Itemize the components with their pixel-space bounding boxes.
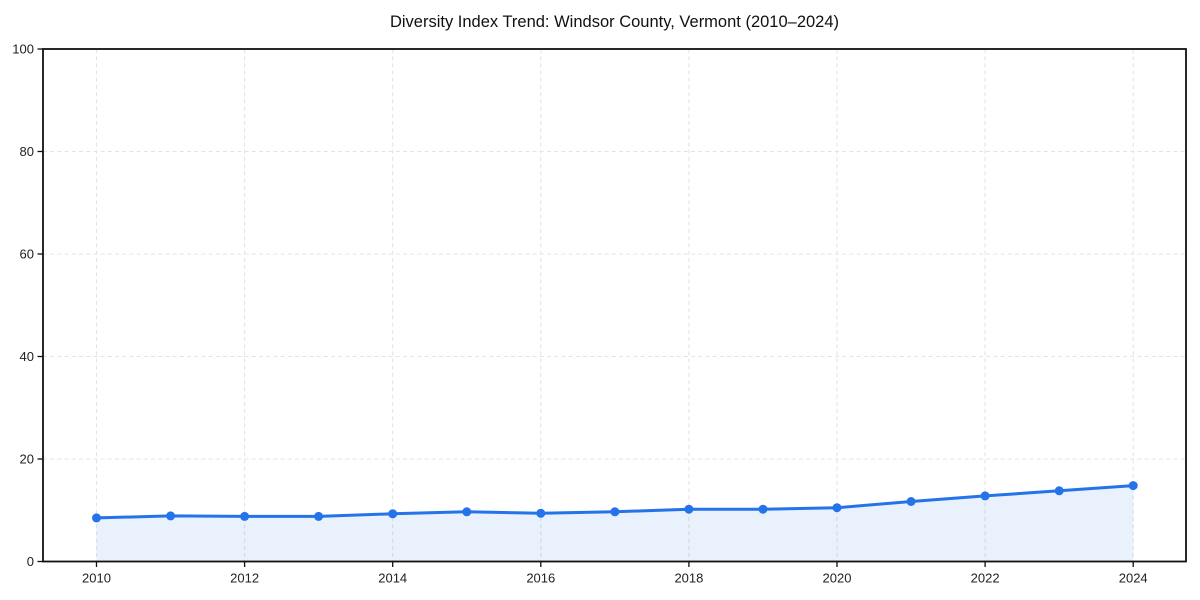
data-point-2014 [388,509,398,519]
data-point-2011 [166,511,176,521]
x-tick-label: 2018 [674,571,703,586]
grid-layer [43,48,1186,563]
plot-border [42,48,1187,563]
x-tick-label: 2020 [823,571,852,586]
x-tick-label: 2010 [82,571,111,586]
data-point-2015 [462,507,472,517]
data-point-2016 [536,508,546,518]
area-fill [96,485,1134,562]
x-tick-label: 2022 [971,571,1000,586]
x-tick-label: 2024 [1119,571,1148,586]
data-point-2024 [1128,481,1138,491]
y-tick-label: 100 [12,42,34,57]
x-tick-label: 2012 [230,571,259,586]
data-point-2021 [906,497,916,506]
data-point-2012 [240,511,250,521]
frame-layer [42,48,1187,563]
series-layer [92,481,1138,562]
data-point-2018 [684,504,694,514]
data-point-2013 [314,511,324,521]
data-point-2017 [610,507,620,517]
data-point-2020 [832,503,842,513]
x-tick-label: 2014 [378,571,407,586]
y-tick-label: 40 [20,349,34,364]
x-tick-label: 2016 [526,571,555,586]
y-tick-label: 60 [20,247,34,262]
y-tick-label: 0 [27,554,34,569]
data-point-2022 [980,491,990,501]
data-point-2019 [758,504,768,514]
chart-title: Diversity Index Trend: Windsor County, V… [390,13,839,31]
y-tick-label: 20 [20,452,34,467]
tick-layer: 2010 2012 2014 2016 2018 2020 2022 2024 0 20 40 60 8… [12,42,1147,586]
data-point-2023 [1054,486,1064,496]
data-point-2010 [92,513,101,523]
y-tick-label: 80 [20,144,34,159]
